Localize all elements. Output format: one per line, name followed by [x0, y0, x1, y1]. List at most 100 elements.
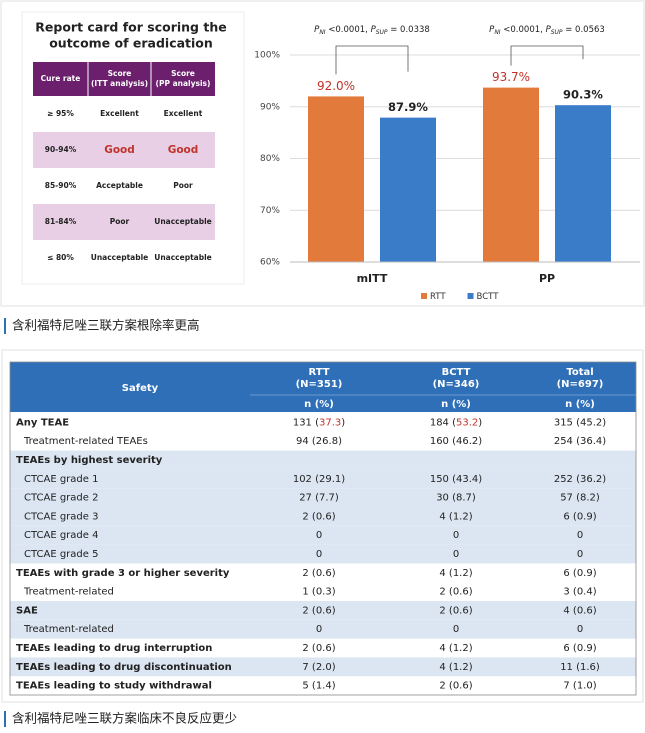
table-cell: 85-90%: [45, 181, 77, 190]
bar: [555, 105, 611, 262]
table-cell: Treatment-related TEAEs: [23, 436, 148, 447]
table-cell: 0: [577, 549, 583, 560]
annotation-part: = 0.0338: [388, 25, 430, 35]
table-cell: Unacceptable: [154, 217, 212, 226]
table-cell: 30 (8.7): [436, 493, 476, 504]
annotation-part: SUP: [551, 29, 563, 36]
table-cell: 160 (46.2): [430, 436, 482, 447]
table-border: [9, 361, 637, 696]
table-cell: 0: [453, 549, 459, 560]
value-label: 92.0%: [317, 79, 355, 93]
table-cell-part: 131 (: [293, 417, 319, 428]
header-cell: Safety: [122, 383, 159, 394]
row-shading: [10, 544, 636, 564]
table-cell: 4 (1.2): [439, 643, 472, 654]
row-shading: [33, 132, 215, 168]
header-cell: (N=351): [296, 379, 343, 390]
row-shading: [10, 507, 636, 526]
header-cell: Score: [171, 69, 195, 78]
bar: [483, 87, 539, 262]
subheader-cell: n (%): [441, 399, 471, 410]
table-cell: 2 (0.6): [439, 605, 472, 616]
table-cell: 81-84%: [45, 217, 77, 226]
table-cell-part: ): [341, 417, 345, 428]
table-cell: 11 (1.6): [560, 662, 600, 673]
table-cell: 0: [316, 530, 322, 541]
table-cell: 252 (36.2): [554, 474, 606, 485]
legend-swatch: [421, 293, 427, 299]
table-cell: 27 (7.7): [299, 493, 339, 504]
annotation: PNI <0.0001, PSUP = 0.0563: [489, 25, 605, 37]
caption: 含利福特尼唑三联方案根除率更高: [12, 318, 200, 333]
table-cell: 6 (0.9): [563, 643, 596, 654]
table-cell: TEAEs by highest severity: [16, 455, 163, 466]
table-cell: ≥ 95%: [47, 109, 74, 118]
significance-bracket: [510, 45, 584, 66]
table-cell: ≤ 80%: [47, 253, 74, 262]
table-cell: 150 (43.4): [430, 474, 482, 485]
row-shading: [10, 450, 636, 470]
y-tick-label: 60%: [260, 258, 280, 268]
table-cell: 131 (37.3): [293, 417, 345, 428]
row-shading: [10, 619, 636, 639]
table-cell-part: 184 (: [430, 417, 456, 428]
table-cell: Treatment-related: [23, 624, 114, 635]
table-cell: 4 (1.2): [439, 511, 472, 522]
table-cell: TEAEs with grade 3 or higher severity: [16, 568, 230, 579]
table-cell: Any TEAE: [16, 417, 69, 428]
subheader-cell: n (%): [565, 399, 595, 410]
table-cell: 2 (0.6): [302, 605, 335, 616]
row-shading: [10, 525, 636, 545]
annotation-part: SUP: [376, 29, 388, 36]
header-cell: RTT: [308, 367, 329, 378]
annotation-part: <0.0001,: [501, 25, 546, 35]
table-cell: 1 (0.3): [302, 587, 335, 598]
table-cell: 6 (0.9): [563, 511, 596, 522]
table-cell: 4 (1.2): [439, 568, 472, 579]
header-cell: Score: [108, 69, 132, 78]
header-cell: (N=697): [557, 379, 604, 390]
table-cell: 6 (0.9): [563, 568, 596, 579]
table-cell: Unacceptable: [91, 253, 149, 262]
table-cell: CTCAE grade 5: [24, 549, 98, 560]
table-cell: CTCAE grade 2: [24, 493, 98, 504]
table-cell: 0: [453, 530, 459, 541]
table-cell: 2 (0.6): [302, 568, 335, 579]
row-shading: [10, 469, 636, 489]
annotation-part: <0.0001,: [326, 25, 371, 35]
table-cell: Unacceptable: [154, 253, 212, 262]
header-cell: Cure rate: [41, 74, 81, 83]
bar: [380, 117, 436, 263]
y-tick-label: 80%: [260, 154, 280, 164]
annotation-part: P: [489, 25, 495, 35]
report-card-title: outcome of eradication: [49, 36, 213, 51]
value-label: 87.9%: [388, 100, 428, 114]
table-cell-part: ): [478, 417, 482, 428]
table-cell: CTCAE grade 3: [24, 511, 98, 522]
value-label: 90.3%: [563, 88, 603, 102]
table-cell: 7 (2.0): [302, 662, 335, 673]
annotation-part: NI: [319, 29, 325, 36]
legend-label: BCTT: [477, 292, 500, 302]
annotation-part: P: [546, 25, 552, 35]
bar: [308, 96, 364, 263]
legend-label: RTT: [430, 292, 446, 302]
annotation-part: P: [371, 25, 377, 35]
table-cell: 0: [316, 549, 322, 560]
table-cell: 4 (0.6): [563, 605, 596, 616]
row-shading: [10, 657, 636, 677]
row-shading: [10, 601, 636, 620]
table-cell: 2 (0.6): [302, 643, 335, 654]
table-cell-part: 53.2: [456, 417, 478, 428]
table-cell: 315 (45.2): [554, 417, 606, 428]
table-cell: CTCAE grade 1: [24, 474, 98, 485]
table-cell: Excellent: [164, 109, 203, 118]
table-cell: TEAEs leading to drug interruption: [16, 643, 212, 654]
table-cell: 90-94%: [45, 145, 77, 154]
header-cell: BCTT: [442, 367, 471, 378]
table-cell: Poor: [173, 181, 193, 190]
y-tick-label: 90%: [260, 102, 280, 112]
table-cell: 0: [577, 530, 583, 541]
